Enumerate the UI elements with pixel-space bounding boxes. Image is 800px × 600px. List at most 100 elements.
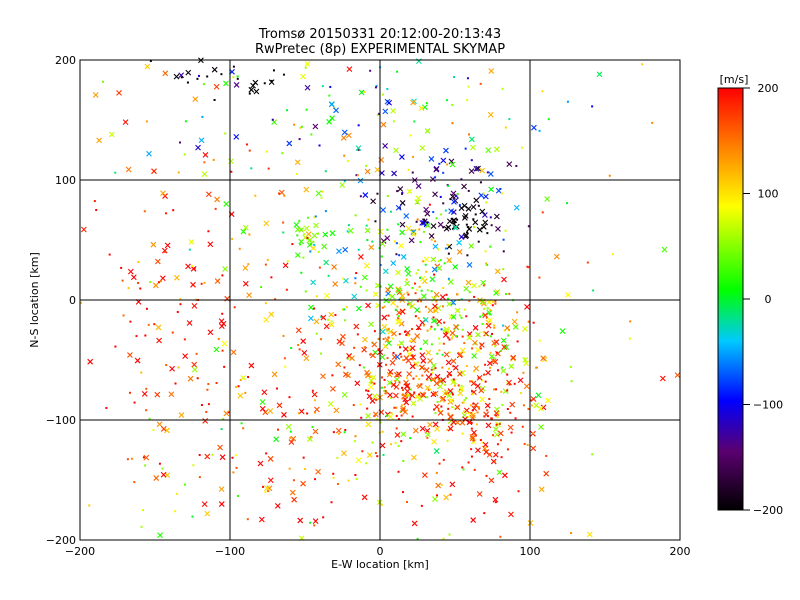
point-x bbox=[378, 157, 385, 163]
point-dot bbox=[311, 389, 314, 392]
point-dot bbox=[482, 331, 485, 334]
point-dot bbox=[442, 226, 445, 229]
point-x bbox=[322, 231, 329, 238]
point-dot bbox=[443, 321, 446, 324]
point-dot bbox=[309, 239, 312, 242]
point-dot bbox=[409, 388, 412, 391]
point-x bbox=[387, 413, 394, 420]
point-x bbox=[517, 377, 524, 384]
point-x bbox=[511, 318, 518, 325]
point-x bbox=[443, 326, 450, 333]
point-x bbox=[298, 408, 305, 415]
point-x bbox=[415, 183, 422, 189]
point-dot bbox=[445, 331, 448, 334]
point-dot bbox=[147, 323, 150, 326]
point-x bbox=[290, 435, 297, 442]
point-dot bbox=[447, 407, 450, 410]
point-x bbox=[364, 227, 371, 234]
point-x bbox=[440, 377, 447, 383]
point-dot bbox=[359, 195, 362, 198]
point-x bbox=[488, 477, 495, 484]
point-x bbox=[432, 421, 439, 428]
point-x bbox=[271, 371, 278, 378]
point-x bbox=[405, 225, 412, 232]
point-dot bbox=[484, 380, 487, 383]
point-x bbox=[202, 417, 209, 424]
point-x bbox=[370, 352, 376, 359]
point-dot bbox=[428, 203, 431, 206]
point-dot bbox=[497, 412, 500, 415]
point-x bbox=[294, 159, 301, 166]
point-dot bbox=[360, 416, 363, 419]
point-x bbox=[465, 279, 472, 286]
point-dot bbox=[500, 192, 503, 195]
point-x bbox=[345, 372, 352, 379]
point-x bbox=[303, 225, 310, 232]
point-x bbox=[461, 183, 467, 190]
point-x bbox=[457, 390, 464, 397]
point-x bbox=[343, 277, 349, 284]
point-x bbox=[437, 378, 444, 385]
point-x bbox=[661, 246, 668, 253]
point-x bbox=[336, 248, 342, 255]
point-dot bbox=[437, 248, 440, 251]
point-dot bbox=[328, 94, 331, 97]
point-dot bbox=[586, 261, 589, 264]
point-dot bbox=[298, 219, 301, 222]
point-x bbox=[436, 265, 443, 272]
point-x bbox=[431, 266, 438, 273]
point-dot bbox=[88, 504, 91, 507]
point-dot bbox=[235, 466, 238, 469]
point-dot bbox=[354, 473, 357, 476]
point-x bbox=[543, 470, 550, 477]
point-x bbox=[230, 349, 237, 356]
point-x bbox=[431, 438, 437, 445]
point-x bbox=[424, 431, 431, 438]
point-x bbox=[224, 295, 231, 302]
point-dot bbox=[300, 271, 303, 274]
point-dot bbox=[355, 477, 358, 480]
point-x bbox=[336, 338, 343, 345]
point-dot bbox=[489, 335, 492, 338]
point-dot bbox=[441, 353, 444, 356]
point-dot bbox=[289, 430, 292, 433]
point-x bbox=[314, 406, 320, 413]
point-dot bbox=[367, 390, 370, 393]
point-x bbox=[204, 510, 211, 517]
point-dot bbox=[248, 233, 251, 236]
point-dot bbox=[457, 384, 460, 387]
point-dot bbox=[381, 376, 384, 379]
point-dot bbox=[363, 346, 366, 349]
point-dot bbox=[489, 351, 492, 354]
point-dot bbox=[451, 335, 454, 338]
point-x bbox=[422, 316, 429, 323]
point-dot bbox=[418, 310, 421, 313]
point-dot bbox=[468, 133, 471, 136]
point-dot bbox=[395, 242, 398, 245]
point-dot bbox=[423, 230, 426, 233]
point-x bbox=[404, 329, 411, 336]
point-dot bbox=[447, 277, 450, 280]
point-dot bbox=[527, 225, 530, 228]
point-x bbox=[468, 168, 475, 174]
point-dot bbox=[357, 148, 360, 151]
point-dot bbox=[591, 453, 594, 456]
point-x bbox=[502, 388, 509, 395]
point-dot bbox=[359, 403, 362, 406]
point-x bbox=[410, 231, 417, 237]
point-x bbox=[387, 328, 394, 335]
point-dot bbox=[434, 240, 437, 243]
point-dot bbox=[292, 479, 295, 482]
point-x bbox=[531, 124, 537, 131]
point-x bbox=[285, 423, 292, 430]
point-dot bbox=[608, 174, 611, 177]
point-dot bbox=[436, 352, 439, 355]
point-x bbox=[355, 457, 362, 464]
point-dot bbox=[458, 314, 461, 317]
point-x bbox=[353, 323, 360, 330]
point-dot bbox=[493, 324, 496, 327]
point-dot bbox=[260, 286, 263, 289]
point-x bbox=[432, 191, 438, 198]
point-x bbox=[371, 393, 378, 400]
point-dot bbox=[366, 239, 369, 242]
